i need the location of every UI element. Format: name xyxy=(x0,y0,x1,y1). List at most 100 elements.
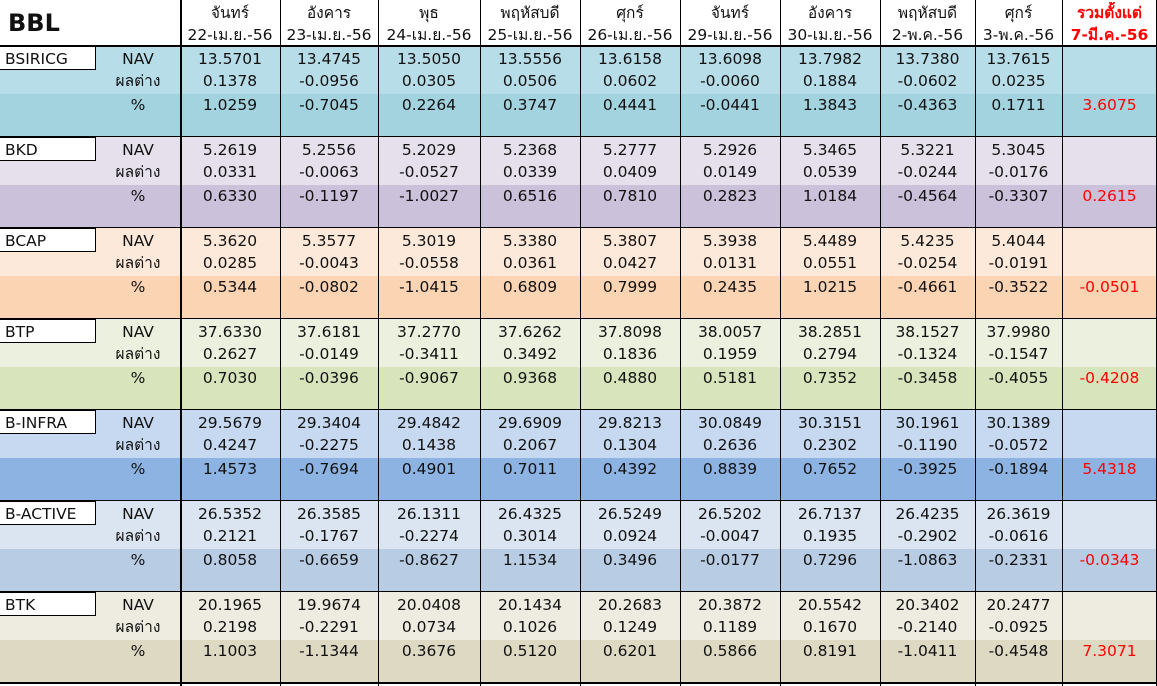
fund-name: BSIRICG xyxy=(5,50,68,68)
value-nav: 5.3620 xyxy=(202,232,258,250)
value-nav: 20.3872 xyxy=(697,596,763,614)
value-diff: 0.0539 xyxy=(802,163,858,181)
col-line xyxy=(680,0,681,686)
value-pct: -0.8627 xyxy=(399,551,459,569)
value-diff: 0.2198 xyxy=(202,618,258,636)
value-nav: 5.2777 xyxy=(602,141,658,159)
value-nav: 38.2851 xyxy=(797,323,863,341)
value-diff: 0.0305 xyxy=(401,72,457,90)
fund-band-top xyxy=(0,410,1157,458)
row-label-nav: NAV xyxy=(122,414,154,432)
row-label-nav: NAV xyxy=(122,50,154,68)
value-diff: -0.1767 xyxy=(299,527,359,545)
value-pct: 1.4573 xyxy=(202,460,258,478)
value-nav: 26.3619 xyxy=(986,505,1051,523)
value-pct: 0.3496 xyxy=(602,551,658,569)
value-pct: -0.3925 xyxy=(897,460,958,478)
value-diff: -0.2274 xyxy=(399,527,459,545)
value-nav: 38.0057 xyxy=(697,323,763,341)
value-diff: 0.0506 xyxy=(502,72,558,90)
value-diff: 0.1189 xyxy=(702,618,758,636)
value-nav: 13.6158 xyxy=(597,50,663,68)
value-nav: 5.3577 xyxy=(301,232,357,250)
value-pct: 0.6516 xyxy=(502,187,558,205)
value-pct: -0.6659 xyxy=(299,551,359,569)
fund-name-box xyxy=(0,592,96,616)
value-diff: -0.2902 xyxy=(897,527,958,545)
col-line xyxy=(378,0,379,686)
row-label-diff: ผลต่าง xyxy=(115,163,161,181)
value-pct: -0.2331 xyxy=(988,551,1049,569)
value-nav: 37.9980 xyxy=(986,323,1051,341)
row-label-diff: ผลต่าง xyxy=(115,436,161,454)
value-nav: 5.3019 xyxy=(401,232,457,250)
value-diff: 0.1670 xyxy=(802,618,858,636)
header-date: 3-พ.ค.-56 xyxy=(975,24,1062,46)
value-diff: -0.0527 xyxy=(399,163,459,181)
value-diff: -0.0063 xyxy=(299,163,359,181)
value-diff: 0.1249 xyxy=(602,618,658,636)
value-nav: 29.4842 xyxy=(396,414,462,432)
fund-band-top xyxy=(0,137,1157,185)
col-line xyxy=(975,0,976,686)
value-nav: 13.6098 xyxy=(697,50,763,68)
value-diff: 0.2636 xyxy=(702,436,758,454)
value-pct: -0.0396 xyxy=(299,369,359,387)
value-nav: 26.7137 xyxy=(797,505,863,523)
fund-band-pct xyxy=(0,185,1157,228)
value-pct: 0.6809 xyxy=(502,278,558,296)
row-label-nav: NAV xyxy=(122,596,154,614)
header-day: พฤหัสบดี xyxy=(880,2,975,24)
value-diff: -0.0956 xyxy=(299,72,359,90)
value-nav: 20.1965 xyxy=(197,596,263,614)
fund-name-box xyxy=(0,228,96,252)
fund-band-top xyxy=(0,46,1157,94)
value-pct: 0.4880 xyxy=(602,369,658,387)
row-label-diff: ผลต่าง xyxy=(115,254,161,272)
value-nav: 37.6262 xyxy=(497,323,563,341)
value-diff: -0.1190 xyxy=(897,436,958,454)
value-pct: -0.4363 xyxy=(897,96,958,114)
value-nav: 5.2619 xyxy=(202,141,258,159)
value-nav: 26.1311 xyxy=(396,505,462,523)
value-nav: 38.1527 xyxy=(895,323,960,341)
value-nav: 26.5249 xyxy=(597,505,663,523)
value-pct: -0.4548 xyxy=(988,642,1049,660)
fund-band-pct xyxy=(0,276,1157,319)
value-nav: 5.2926 xyxy=(702,141,758,159)
value-pct: 0.7030 xyxy=(202,369,258,387)
row-label-pct: % xyxy=(130,551,146,569)
value-pct: 0.5181 xyxy=(702,369,758,387)
value-diff: 0.0131 xyxy=(702,254,758,272)
value-nav: 26.3585 xyxy=(296,505,362,523)
value-pct: 1.1003 xyxy=(202,642,258,660)
value-diff: 0.3492 xyxy=(502,345,558,363)
value-nav: 13.4745 xyxy=(296,50,362,68)
value-pct: 0.8058 xyxy=(202,551,258,569)
value-diff: -0.1547 xyxy=(988,345,1049,363)
value-diff: 0.0924 xyxy=(602,527,658,545)
value-diff: -0.2291 xyxy=(299,618,359,636)
fund-band-pct xyxy=(0,458,1157,501)
value-pct: 0.2264 xyxy=(401,96,457,114)
value-diff: 0.0331 xyxy=(202,163,258,181)
value-pct: -0.0441 xyxy=(700,96,760,114)
value-nav: 37.6181 xyxy=(296,323,362,341)
value-pct: -0.1894 xyxy=(988,460,1049,478)
value-diff: 0.0734 xyxy=(401,618,457,636)
value-diff: -0.0244 xyxy=(897,163,958,181)
header-date: 26-เม.ย.-56 xyxy=(580,24,680,46)
value-diff: 0.0149 xyxy=(702,163,758,181)
total-header-line2: 7-มี.ค.-56 xyxy=(1062,24,1157,46)
value-pct: -0.1197 xyxy=(299,187,359,205)
value-diff: 0.0339 xyxy=(502,163,558,181)
value-nav: 13.5556 xyxy=(497,50,563,68)
row-label-pct: % xyxy=(130,187,146,205)
fund-name-box xyxy=(0,46,96,70)
fund-name: B-ACTIVE xyxy=(5,505,77,523)
value-diff: -0.0176 xyxy=(988,163,1049,181)
value-nav: 5.4044 xyxy=(991,232,1046,250)
header-day: ศุกร์ xyxy=(975,2,1062,24)
value-nav: 26.4235 xyxy=(895,505,960,523)
